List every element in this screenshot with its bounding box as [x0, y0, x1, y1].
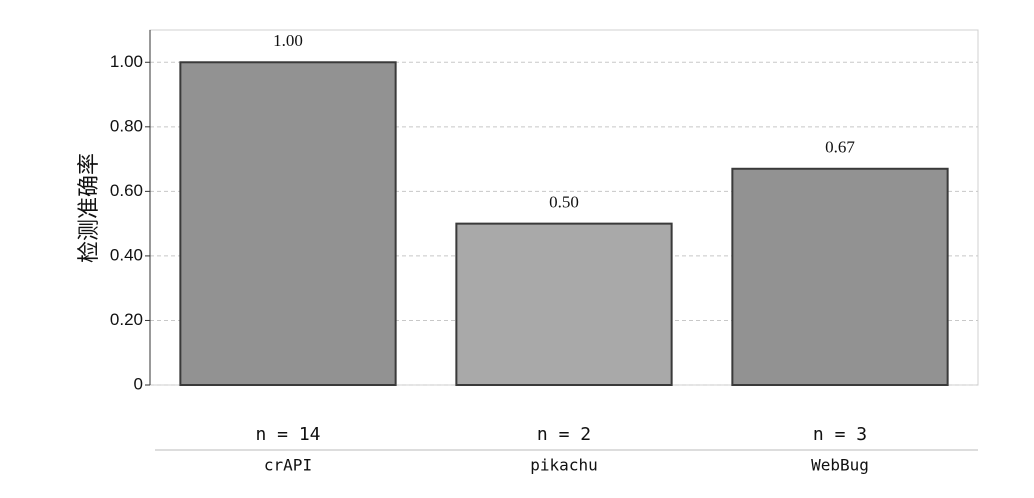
bar — [179, 61, 397, 386]
sample-size: n = 14 — [255, 424, 320, 445]
value-label: 0.67 — [825, 138, 855, 157]
bar — [455, 222, 673, 386]
value-label: 0.50 — [549, 193, 579, 212]
y-tick-label: 0.20 — [110, 310, 143, 329]
x-tick-label: pikachu — [530, 456, 597, 475]
x-tick-label: crAPI — [264, 456, 312, 475]
sample-size: n = 2 — [537, 424, 591, 445]
x-tick-label: WebBug — [811, 456, 869, 475]
value-label: 1.00 — [273, 31, 303, 50]
y-tick-label: 0 — [134, 374, 143, 393]
y-tick-label: 0.80 — [110, 116, 143, 135]
y-axis-label: 检测准确率 — [77, 153, 102, 263]
y-tick-label: 0.40 — [110, 245, 143, 264]
y-tick-label: 0.60 — [110, 181, 143, 200]
y-tick-label: 1.00 — [110, 52, 143, 71]
sample-size: n = 3 — [813, 424, 867, 445]
bar — [731, 167, 949, 386]
